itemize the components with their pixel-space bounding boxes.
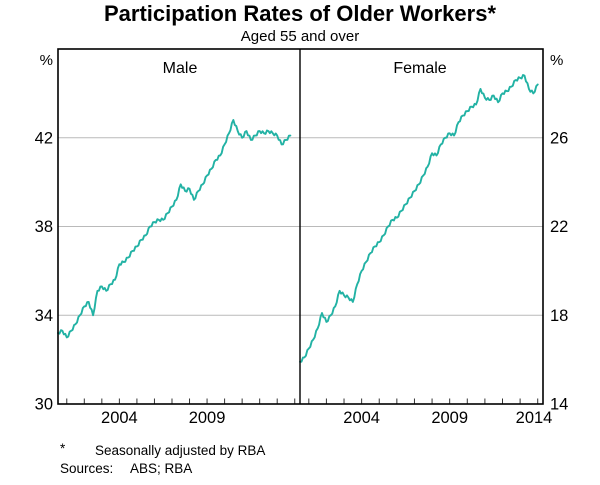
right-axis-unit-label: % — [550, 52, 563, 69]
right-axis-tick-label: 18 — [550, 307, 568, 325]
footnote-marker: * — [60, 441, 66, 456]
x-axis-year-label: 2009 — [431, 409, 468, 427]
chart-title: Participation Rates of Older Workers* — [103, 1, 497, 26]
left-axis-tick-label: 34 — [35, 307, 53, 325]
x-axis-year-label: 2014 — [516, 409, 553, 427]
panel-label-male: Male — [162, 60, 198, 77]
sources-label: Sources: — [60, 461, 114, 476]
chart-subtitle: Aged 55 and over — [240, 28, 360, 45]
x-axis-year-label: 2009 — [189, 409, 226, 427]
female-series-line — [299, 74, 539, 363]
left-axis-tick-label: 42 — [35, 129, 53, 147]
footnote-text: Seasonally adjusted by RBA — [95, 443, 266, 458]
left-axis-unit-label: % — [40, 52, 53, 69]
panel-label-female: Female — [393, 60, 447, 77]
x-axis-year-label: 2004 — [101, 409, 138, 427]
left-axis-tick-label: 38 — [35, 218, 53, 236]
male-series-line — [57, 119, 292, 339]
right-axis-tick-label: 26 — [550, 129, 568, 147]
left-axis-tick-label: 30 — [35, 396, 53, 414]
right-axis-tick-label: 22 — [550, 218, 568, 236]
x-axis-year-label: 2004 — [343, 409, 380, 427]
sources-text: ABS; RBA — [130, 461, 193, 476]
right-axis-tick-label: 14 — [550, 396, 568, 414]
